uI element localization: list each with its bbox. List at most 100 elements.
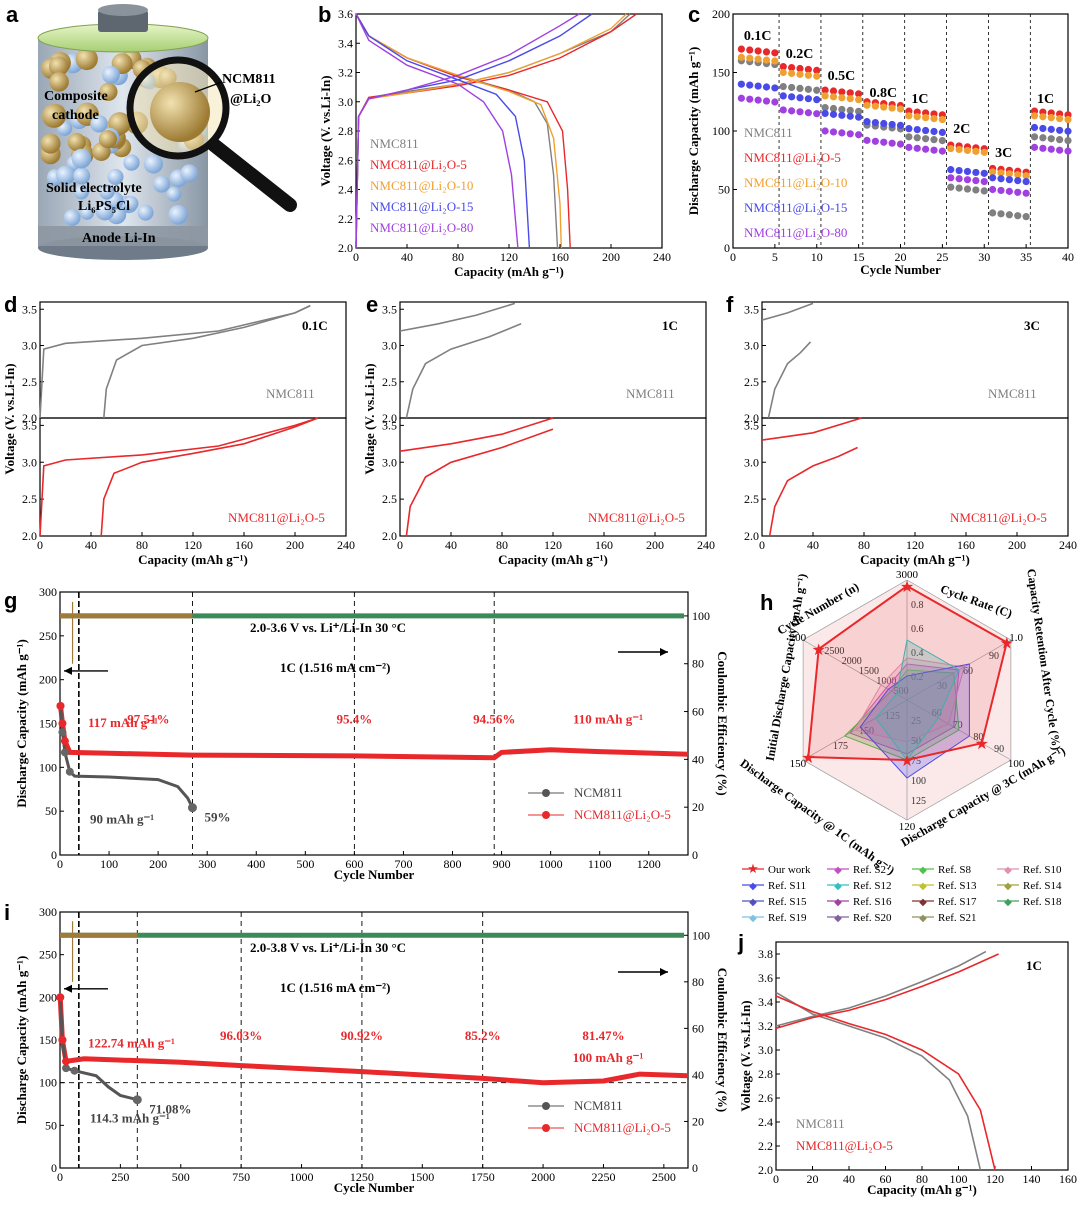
radar-legend-marker: ◆ [834,865,842,876]
annotation-retention: 81.47% [582,1028,624,1043]
rate-point [855,107,863,115]
rate-label-j: 1C [1026,958,1042,973]
x-tick-label-g: 600 [345,857,363,871]
radar-axis-label: Capacity Retention After Cycle (%) [1024,568,1063,751]
x-tick-label-i: 1500 [410,1170,434,1184]
rate-point [1056,114,1064,123]
radar-outer-tick: 1.0 [1009,632,1023,644]
x-tick-label-c: 25 [936,250,948,264]
rate-point [737,45,745,53]
current-text-g: 1C (1.516 mA cm⁻²) [280,660,390,675]
rate-point [963,146,972,155]
rate-point [813,110,821,118]
rate-point [947,166,955,174]
y-axis-title-b: Voltage (V. vs.Li-In) [318,75,333,186]
electrolyte-particle [168,205,188,225]
rate-point [1056,126,1064,134]
legend-entry-c: NMC811 [744,125,793,140]
x-tick-label-b: 200 [602,250,620,264]
chart-e: e0 40 80 120 160 200 2402.02.53.03.52.02.53.03… [362,292,715,567]
rate-label: 1C [911,92,928,107]
legend-entry-c: NMC811@Li₂O-5 [744,150,841,165]
radar-legend-marker: ◆ [1004,881,1012,892]
radar-axis-tick: 60 [932,708,942,719]
discharge-curve-bottom [100,417,319,537]
x-tick-label-b: 0 [353,250,359,264]
x-tick-label-g: 900 [493,857,511,871]
rate-point [737,80,745,88]
annotation-retention: 96.03% [220,1028,262,1043]
electrolyte-particle [107,168,124,185]
rate-point [922,114,930,122]
cathode-label-2: cathode [52,108,99,123]
radar-our-work-star: ★ [801,750,815,767]
rate-point [896,140,905,148]
discharge-curve-top [103,304,311,419]
radar-legend-entry: Ref. S20 [853,912,892,924]
radar-axis-tick: 80 [973,732,983,743]
x-tick-label-g: 800 [444,857,462,871]
rate-point [779,82,787,91]
rate-point [955,145,963,154]
rate-point [963,185,972,193]
y2-tick-label-g: 80 [692,657,704,671]
radar-legend-entry: Ref. S10 [1023,864,1062,876]
radar-outer-tick: 120 [899,821,916,833]
rate-point [1014,177,1022,185]
rate-point [1064,115,1072,124]
left-axis-arrowhead [64,984,72,993]
radar-legend-marker: ◆ [749,897,757,908]
charge-curve [775,950,987,1027]
rate-point [947,183,955,191]
radar-axis-tick: 150 [859,726,874,737]
charge-curve-bottom [399,417,554,452]
electrolyte-particle [137,204,154,221]
x-tick-label-e: 40 [445,538,457,552]
charge-curve [775,953,999,1030]
rate-point [980,187,988,195]
rate-point [846,130,854,138]
panel-letter-c: c [688,2,700,27]
rate-point [938,128,946,137]
electrolyte-particle [101,65,120,84]
radar-legend-marker: ◆ [919,865,927,876]
y-tick-label-d-bottom: 2.0 [22,529,37,543]
radar-axis-tick: 75 [911,756,921,767]
y-axis-title-j: Voltage (V. vs.Li-In) [738,1000,753,1111]
y-tick-label-j: 3.4 [758,995,773,1009]
y-tick-label-f-bottom: 2.5 [744,492,759,506]
right-axis-arrowhead [660,968,668,976]
y2-tick-label-g: 100 [692,609,710,623]
radar-legend-marker: ◆ [919,913,927,924]
x-tick-label-g: 200 [149,857,167,871]
radar-outer-tick: 150 [790,758,807,770]
rate-point [829,128,838,136]
y2-tick-label-g: 40 [692,752,704,766]
radar-legend-entry: Ref. S15 [768,896,807,908]
rate-point [821,109,829,118]
electrolyte-label: Solid electrolyte [46,181,142,196]
particle-pointer [194,81,223,93]
rate-point [1014,188,1022,196]
y-tick-label-i: 0 [51,1161,57,1175]
rate-point [905,112,913,120]
radar-legend-entry: Ref. S12 [853,880,892,892]
rate-point [922,126,930,135]
rate-point [788,107,796,115]
x-tick-label-j: 0 [773,1172,779,1186]
y-tick-label-i: 250 [39,948,57,962]
rate-point [813,86,821,94]
rate-point [1005,187,1013,195]
y-axis-title-i: Discharge Capacity (mAh g⁻¹) [14,956,29,1125]
rate-point [771,98,779,106]
annotation-retention: 90.92% [341,1028,383,1043]
x-tick-label-b: 240 [653,250,671,264]
y-tick-label-j: 2.2 [758,1139,773,1153]
rate-point [913,134,921,142]
x-tick-label-c: 35 [1020,250,1032,264]
x-tick-label-c: 0 [730,250,736,264]
rate-point [779,92,787,100]
bottom-label-d: NMC811@Li₂O-5 [228,510,325,525]
legend-entry-red: NCM811@Li₂O-5 [574,807,671,822]
chart-j: j 0 20 40 60 80 100 120 140 160 2.0 2.2 2.4 2.6 2.8 3.0… [737,930,1077,1197]
